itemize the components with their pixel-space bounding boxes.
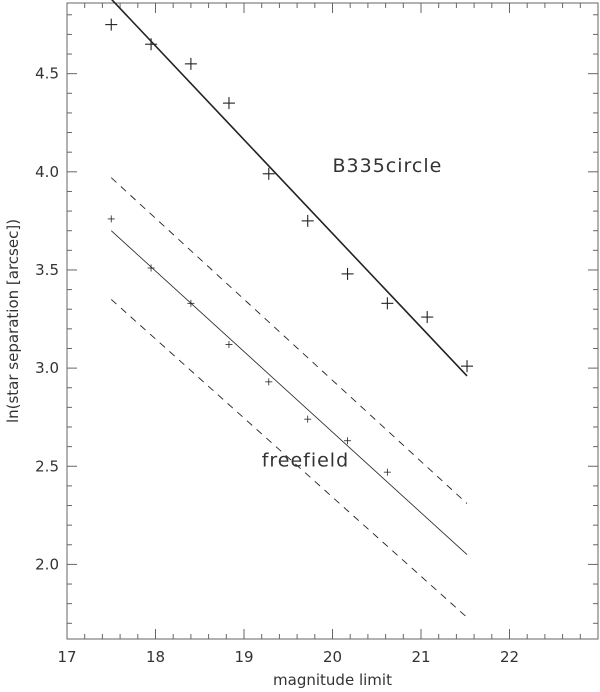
data-point xyxy=(107,215,115,223)
y-tick-label: 4.0 xyxy=(35,163,59,181)
annotation-label: freefield xyxy=(262,449,349,471)
data-point xyxy=(421,311,434,324)
data-point xyxy=(147,264,155,272)
major-ticks xyxy=(66,3,599,639)
data-point xyxy=(301,214,314,227)
x-tick-label: 19 xyxy=(234,648,253,666)
data-point xyxy=(105,18,118,31)
data-point xyxy=(225,341,233,349)
x-tick-label: 20 xyxy=(323,648,342,666)
data-point xyxy=(145,38,158,51)
data-point xyxy=(262,167,275,180)
data-point xyxy=(265,378,273,386)
data-markers xyxy=(105,18,474,476)
data-point xyxy=(381,297,394,310)
y-tick-label: 2.0 xyxy=(35,555,59,573)
y-tick-label: 3.5 xyxy=(35,261,59,279)
data-point xyxy=(187,299,195,307)
data-point xyxy=(461,360,474,373)
minor-ticks xyxy=(67,3,598,639)
y-tick-label: 4.5 xyxy=(35,65,59,83)
data-point xyxy=(222,97,235,110)
data-point xyxy=(383,468,391,476)
dashed-fit-line xyxy=(110,299,468,618)
x-axis-label: magnitude limit xyxy=(273,671,392,689)
x-tick-label: 21 xyxy=(411,648,430,666)
x-tick-labels: 17 18 19 20 21 22 xyxy=(57,648,519,666)
data-point xyxy=(184,57,197,70)
data-point xyxy=(304,415,312,423)
data-point xyxy=(341,267,354,280)
x-tick-label: 22 xyxy=(500,648,519,666)
fit-line xyxy=(110,230,468,555)
fit-line xyxy=(111,0,468,377)
dashed-fit-line xyxy=(110,177,468,504)
x-tick-label: 18 xyxy=(146,648,165,666)
y-tick-labels: 2.0 2.5 3.0 3.5 4.0 4.5 xyxy=(35,65,59,574)
annotation-label: B335circle xyxy=(333,155,443,177)
y-axis-label: ln(star separation [arcsec]) xyxy=(4,219,22,423)
fit-lines xyxy=(110,0,468,618)
data-point xyxy=(344,437,352,445)
y-tick-label: 2.5 xyxy=(35,457,59,475)
annotations: B335circle freefield xyxy=(262,155,443,471)
y-tick-label: 3.0 xyxy=(35,359,59,377)
x-tick-label: 17 xyxy=(57,648,76,666)
